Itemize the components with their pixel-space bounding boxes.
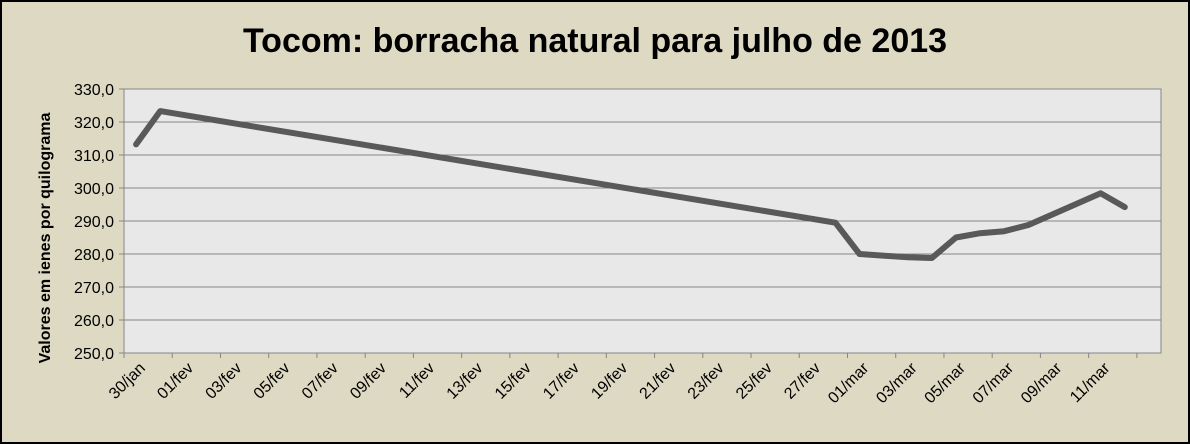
- x-tick-label: 03/mar: [873, 359, 921, 407]
- x-tick-label: 30/jan: [106, 360, 149, 403]
- x-tick-label: 19/fev: [588, 360, 631, 403]
- x-tick-label: 07/mar: [970, 359, 1018, 407]
- y-tick-label: 280,0: [74, 247, 114, 264]
- x-tick-label: 17/fev: [540, 360, 583, 403]
- x-tick-label: 05/fev: [251, 360, 294, 403]
- x-tick-label: 23/fev: [685, 360, 728, 403]
- x-tick-label: 09/fev: [347, 360, 390, 403]
- y-tick-label: 290,0: [74, 214, 114, 231]
- y-tick-labels: 330,0 320,0 310,0 300,0 290,0 280,0 270,0 260,0…: [74, 82, 114, 363]
- y-tick-label: 270,0: [74, 280, 114, 297]
- x-tick-label: 01/mar: [825, 359, 873, 407]
- x-tick-label: 11/fev: [396, 360, 438, 402]
- x-tick-label: 27/fev: [781, 360, 824, 403]
- y-tick-label: 320,0: [74, 115, 114, 132]
- y-tick-label: 260,0: [74, 313, 114, 330]
- x-tick-label: 15/fev: [492, 360, 535, 403]
- x-tick-label: 03/fev: [203, 360, 246, 403]
- series-layer: [133, 108, 1128, 261]
- y-tick-label: 330,0: [74, 82, 114, 99]
- axes: [119, 88, 1161, 358]
- x-tick-label: 01/fev: [154, 360, 197, 403]
- x-tick-label: 13/fev: [444, 360, 487, 403]
- x-tick-labels: 30/jan 01/fev 03/fev 05/fev 07/fev 09/fev 11/f…: [106, 359, 1114, 407]
- y-tick-label: 250,0: [74, 346, 114, 363]
- x-tick-label: 09/mar: [1018, 359, 1066, 407]
- x-tick-label: 11/mar: [1067, 359, 1114, 406]
- y-tick-label: 310,0: [74, 148, 114, 165]
- x-tick-label: 05/mar: [922, 359, 970, 407]
- x-tick-label: 07/fev: [299, 360, 342, 403]
- series-line: [133, 108, 1128, 261]
- x-tick-label: 21/fev: [637, 360, 680, 403]
- y-tick-label: 300,0: [74, 181, 114, 198]
- x-tick-label: 25/fev: [733, 360, 776, 403]
- chart-title: Tocom: borracha natural para julho de 20…: [242, 22, 948, 60]
